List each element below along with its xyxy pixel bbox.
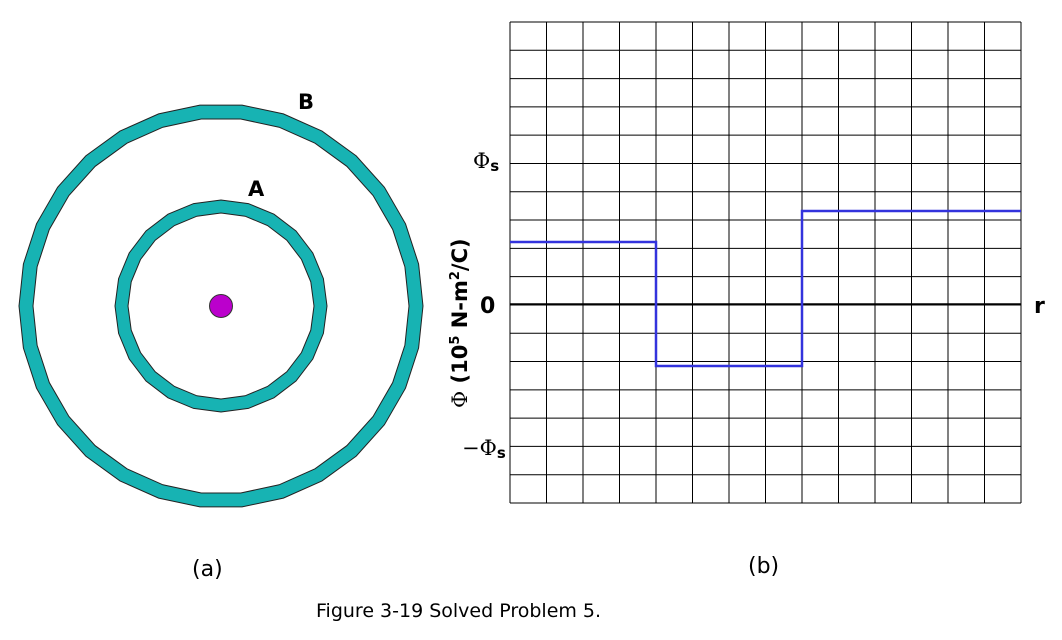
x-axis-label: r [1034,294,1045,319]
shell-label-a: A [248,177,265,201]
y-axis-label: Φ (105 N-m2/C) [448,238,472,408]
central-charge [209,294,233,318]
tick-label-zero: 0 [480,294,495,319]
panel-a-diagram: B A [18,90,424,508]
shell-label-b: B [298,90,314,114]
panel-b-label: (b) [748,554,779,579]
chart-grid [509,21,1022,504]
panel-b-chart: Φs 0 −Φs r Φ (105 N-m2/C) [448,21,1045,504]
tick-label-neg-phi-s: −Φs [462,436,506,462]
panel-a-label: (a) [192,557,223,582]
flux-series-line [510,209,1021,368]
tick-label-phi-s: Φs [473,149,499,175]
figure-caption: Figure 3-19 Solved Problem 5. [316,600,601,622]
